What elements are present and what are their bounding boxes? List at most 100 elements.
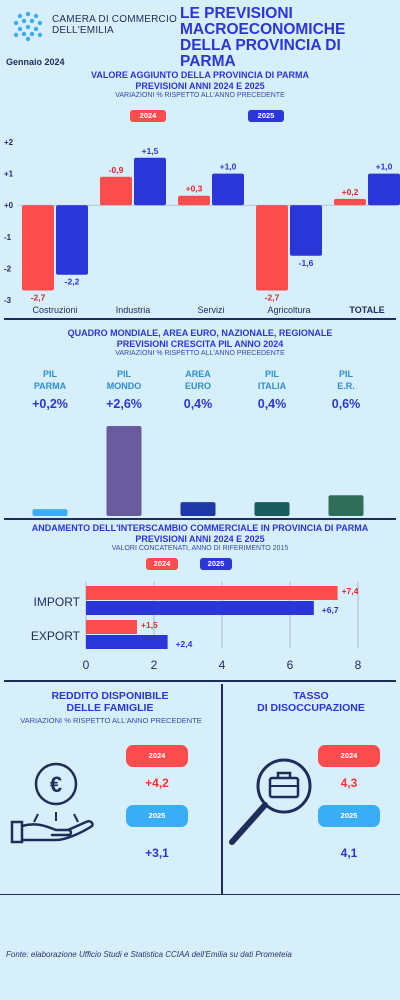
section-divider [4,680,396,682]
category-label: Servizi [197,305,224,315]
bar-2024 [256,205,288,291]
data-label: -2,2 [65,277,80,287]
y-tick-label: -1 [4,233,12,242]
section-divider [4,318,396,320]
pil-label-line1: PIL [264,369,279,379]
pil-label-line1: PIL [338,369,353,379]
bar-2024 [100,176,132,206]
page-title: LE PREVISIONI MACROECONOMICHE DELLA PROV… [180,5,346,70]
income-title-line1: REDDITO DISPONIBILE [51,690,169,702]
section2-title-line1: QUADRO MONDIALE, AREA EURO, NAZIONALE, R… [67,328,333,338]
bar-2024 [86,620,137,634]
bar-2025 [368,173,400,206]
category-label: Costruzioni [32,305,77,315]
income-2025-label: 2025 [126,805,188,827]
section-divider [0,894,400,895]
income-2025-value: +3,1 [145,846,169,860]
data-label: -2,7 [265,293,280,303]
y-tick-label: +0 [4,201,14,210]
pil-category-label: PIL E.R. [316,368,376,392]
bar-2025 [212,173,244,206]
pil-label-line2: MONDO [106,381,142,391]
data-label: +0,3 [186,184,203,194]
publication-date: Gennaio 2024 [6,57,65,67]
pil-category-label: PIL ITALIA [242,368,302,392]
x-tick-label: 0 [83,658,90,672]
section1-subtitle: VARIAZIONI % RISPETTO ALL'ANNO PRECEDENT… [115,92,285,99]
category-label: Industria [116,305,151,315]
income-subtitle: VARIAZIONI % RISPETTO ALL'ANNO PRECEDENT… [20,716,202,725]
unemployment-title: TASSO DI DISOCCUPAZIONE [226,690,396,714]
x-tick-label: 2 [151,658,158,672]
source-note: Fonte: elaborazione Ufficio Studi e Stat… [6,950,292,959]
section1-title: VALORE AGGIUNTO DELLA PROVINCIA DI PARMA… [0,70,400,92]
value-added-chart: +2 +1 +0 -1 -2 -3 -2,7 -2,2 Costruzioni -0,9 +1,5 I… [4,138,400,315]
data-label: +1,5 [141,620,158,630]
bar-2025 [134,157,166,206]
bar-2025 [56,205,88,275]
data-label: +1,0 [220,162,237,172]
pil-label-line1: AREA [185,369,211,379]
income-2024-value: +4,2 [145,776,169,790]
y-tick-label: +1 [4,170,14,179]
y-tick-label: -3 [4,296,12,305]
pil-label-line1: PIL [116,369,131,379]
unemployment-2024-label: 2024 [318,745,380,767]
unemployment-2025-label: 2025 [318,805,380,827]
y-tick-label: -2 [4,264,12,273]
pil-category-label: PIL PARMA [20,368,80,392]
trade-chart: 0 2 4 6 8 IMPORT +7,4+6,7 EXPORT +1,5 +2,4 [31,582,362,672]
pil-category-label: PIL MONDO [94,368,154,392]
pil-label-line2: EURO [184,381,211,391]
unemployment-2024-value: 4,3 [340,776,358,790]
pil-bar [106,426,142,516]
data-label: +2,4 [176,639,193,649]
income-2024-label: 2024 [126,745,188,767]
section2-title: QUADRO MONDIALE, AREA EURO, NAZIONALE, R… [0,328,400,350]
unemployment-2025-value: 4,1 [340,846,358,860]
section1-title-line1: VALORE AGGIUNTO DELLA PROVINCIA DI PARMA [90,70,309,80]
pil-label-line2: ITALIA [257,381,287,391]
data-label: -2,7 [31,293,46,303]
bar-2024 [334,198,366,206]
data-label: +0,2 [342,187,359,197]
hand-euro-icon: € [10,762,94,844]
pil-value: 0,4% [183,397,213,411]
logo-icon [13,11,43,42]
section-divider [4,518,396,520]
legend-2024: 2024 [146,558,178,570]
pil-label-line2: PARMA [33,381,67,391]
income-title-line2: DELLE FAMIGLIE [66,702,154,714]
pil-value: 0,4% [257,397,287,411]
x-tick-label: 4 [219,658,226,672]
pil-category-label: AREA EURO [168,368,228,392]
logo-text: CAMERA DI COMMERCIO DELL'EMILIA [52,14,177,36]
legend-2025: 2025 [200,558,232,570]
data-label: +7,4 [342,586,359,596]
bar-2025 [290,205,322,256]
data-label: +1,5 [142,146,159,156]
data-label: +1,0 [376,162,393,172]
x-tick-label: 8 [355,658,362,672]
x-tick-label: 6 [287,658,294,672]
y-tick-label: +2 [4,138,14,147]
bar-2025 [86,635,168,649]
category-label: EXPORT [31,629,81,643]
pil-growth-chart [32,426,364,516]
pil-value: +0,2% [32,397,68,411]
pil-bar [180,502,216,516]
bar-2024 [86,586,338,600]
section1-title-line2: PREVISIONI ANNI 2024 E 2025 [135,81,265,91]
pil-label-line1: PIL [42,369,57,379]
legend-2024: 2024 [130,110,166,122]
vertical-divider [221,684,223,894]
logo-line2: DELL'EMILIA [52,25,114,36]
data-label: +6,7 [322,605,339,615]
legend-2025: 2025 [248,110,284,122]
bar-2024 [178,195,210,206]
section3-title-line1: ANDAMENTO DELL'INTERSCAMBIO COMMERCIALE … [31,523,369,533]
income-title: REDDITO DISPONIBILE DELLE FAMIGLIE [10,690,210,714]
section2-subtitle: VARIAZIONI % RISPETTO ALL'ANNO PRECEDENT… [115,350,285,357]
pil-label-line2: E.R. [337,381,355,391]
section3-title: ANDAMENTO DELL'INTERSCAMBIO COMMERCIALE … [0,523,400,545]
